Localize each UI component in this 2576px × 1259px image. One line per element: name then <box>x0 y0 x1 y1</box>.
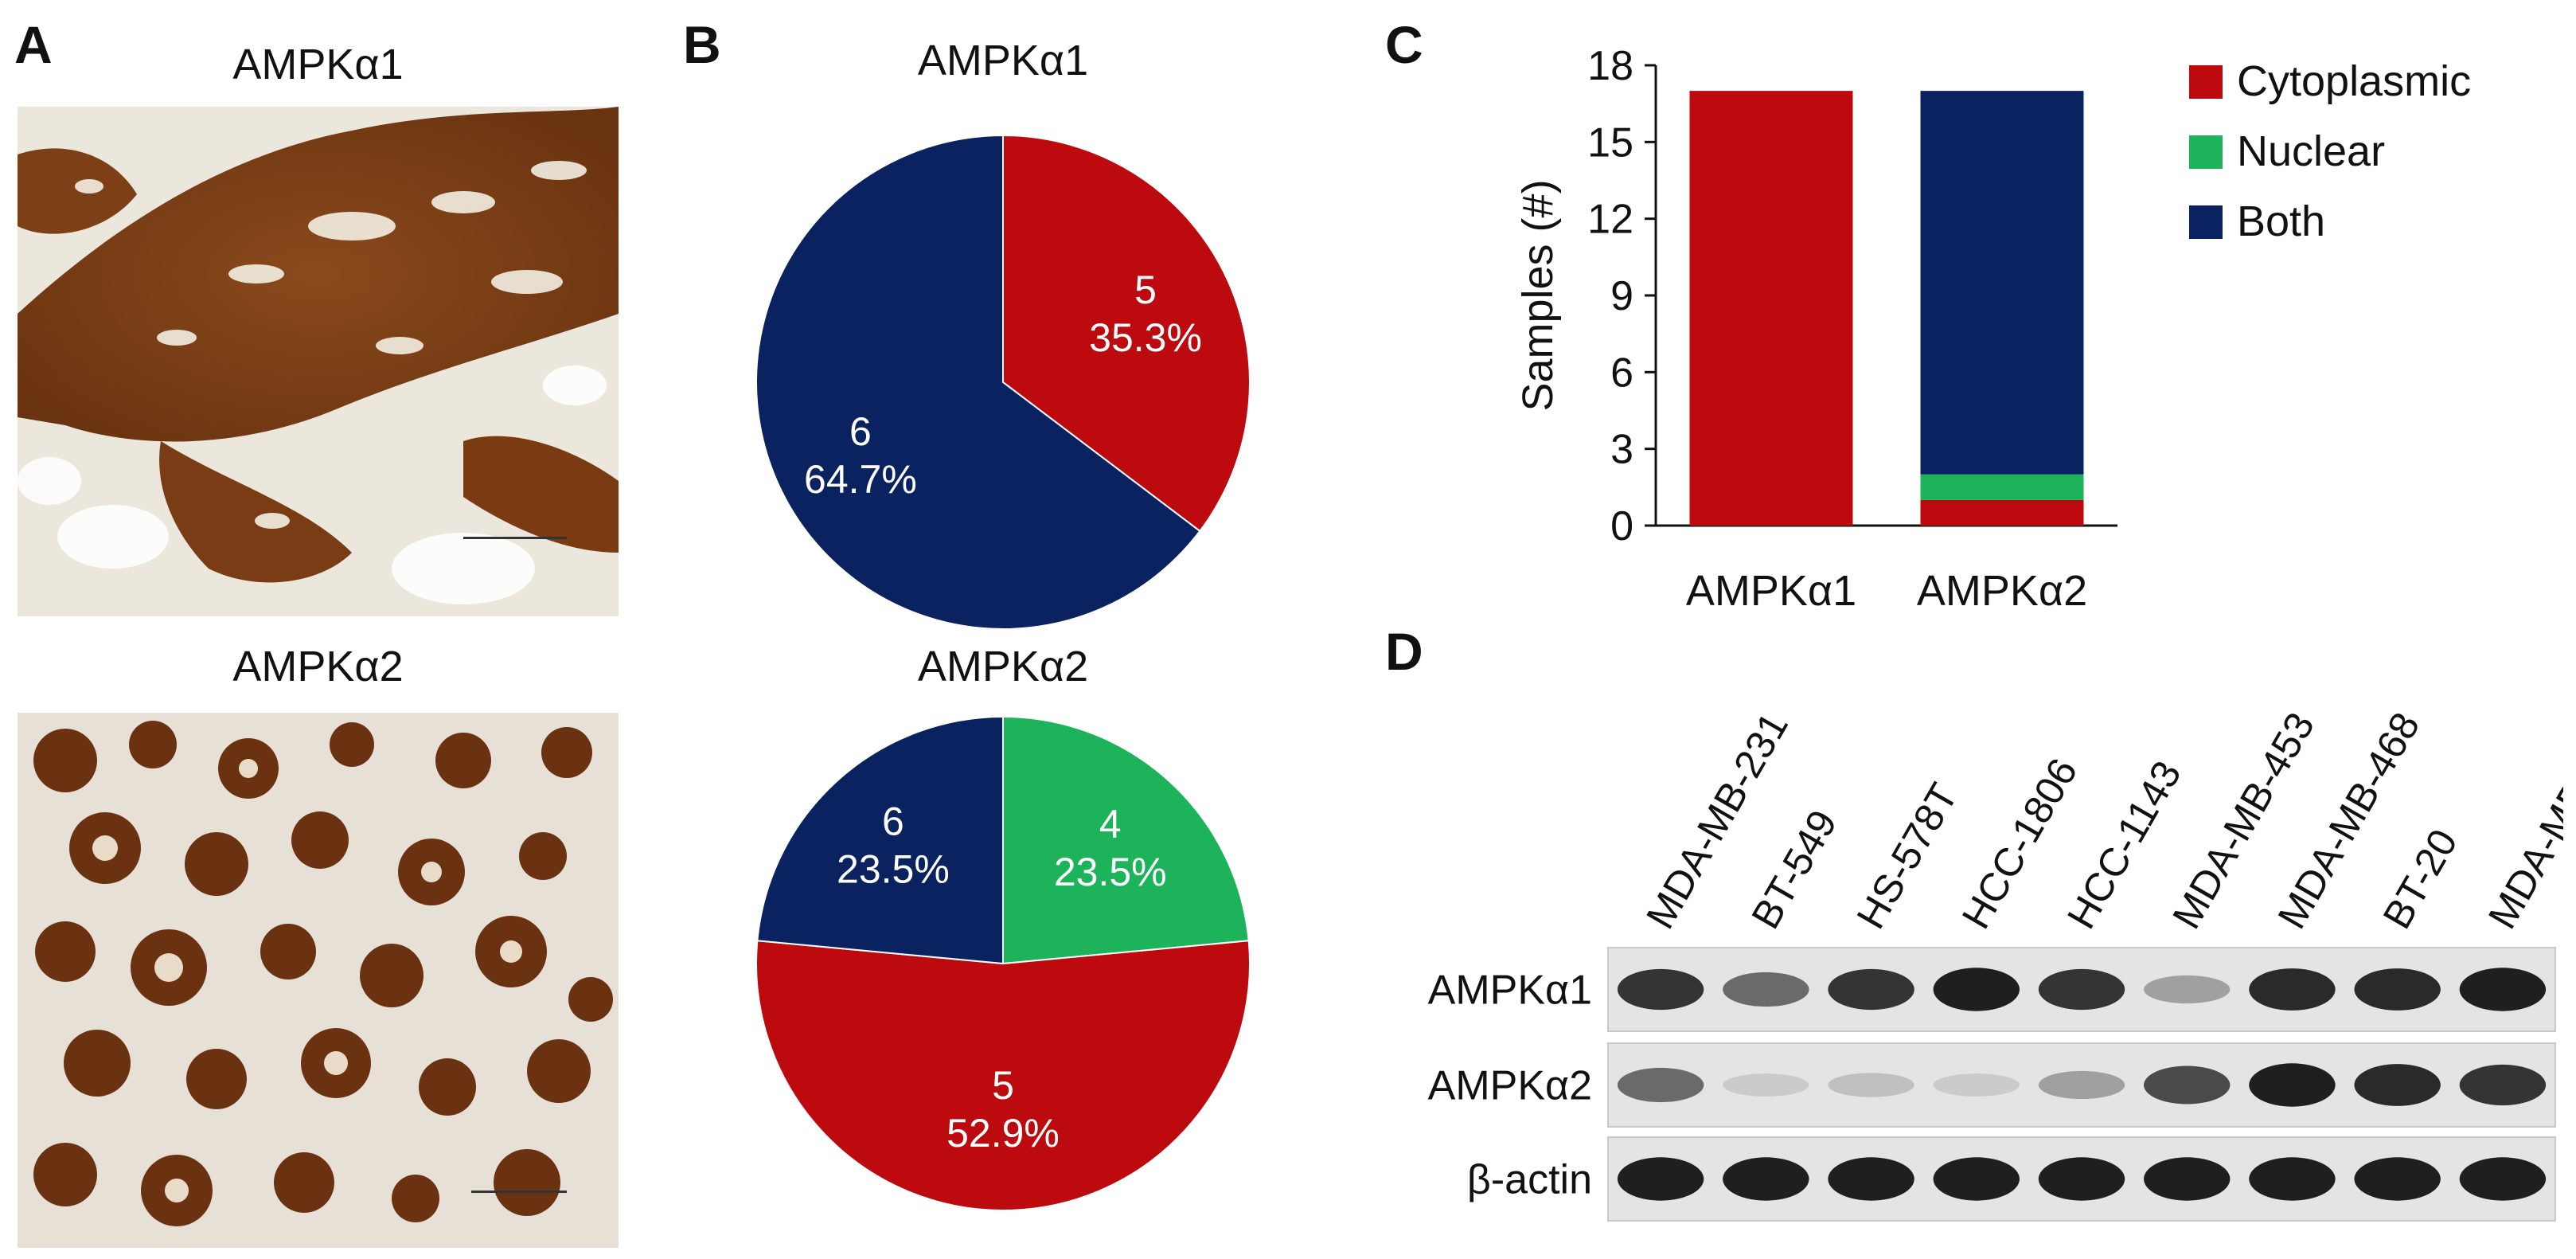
bar-segment <box>1689 91 1853 526</box>
pie-slice <box>756 715 1004 965</box>
blot-band <box>1617 1157 1704 1201</box>
blot-band <box>1723 972 1809 1007</box>
bar-segment <box>1920 499 2084 526</box>
y-tick-label: 6 <box>1610 350 1633 396</box>
panel-b-letter: B <box>683 15 721 74</box>
blot-band <box>2354 968 2441 1011</box>
y-tick-label: 18 <box>1587 43 1633 89</box>
pie-slice <box>755 940 1251 1211</box>
blot-band <box>2354 1157 2441 1201</box>
pie-slice <box>1002 134 1251 533</box>
legend-swatch <box>2189 205 2223 239</box>
pie-title-ampk-a1: AMPKα1 <box>917 37 1089 84</box>
blot-band <box>1723 1157 1809 1201</box>
histology-title-ampk-a2: AMPKα2 <box>232 643 404 690</box>
blot-band <box>2144 975 2231 1004</box>
blot-band <box>2249 1063 2336 1107</box>
pie-slice-percent-label: 64.7% <box>804 457 917 502</box>
histology-image-ampk-a1 <box>18 107 619 616</box>
legend-swatch <box>2189 65 2223 99</box>
cell-line-label: BT-20 <box>2375 822 2466 936</box>
blot-band <box>1828 1073 1914 1097</box>
blot-band <box>2038 1157 2125 1201</box>
y-tick-label: 9 <box>1610 273 1633 319</box>
y-tick-label: 0 <box>1610 503 1633 549</box>
cell-line-label: MDA-MB-175 <box>2480 705 2563 936</box>
pie-chart-ampk-a1: 535.3% 664.7% <box>755 134 1251 630</box>
blot-band <box>1933 1073 2020 1097</box>
histology-title-ampk-a1: AMPKα1 <box>232 41 404 88</box>
histology-image-ampk-a2 <box>18 713 619 1248</box>
panel-a-letter: A <box>14 15 53 74</box>
pie-slice-percent-label: 23.5% <box>1054 850 1167 894</box>
blot-band <box>2038 968 2125 1011</box>
y-tick-label: 3 <box>1610 427 1633 473</box>
pie-title-ampk-a2: AMPKα2 <box>917 643 1089 690</box>
blot-band <box>2459 968 2547 1011</box>
legend-label: Both <box>2237 197 2325 245</box>
pie-slice-count-label: 4 <box>1099 802 1122 847</box>
blot-row-label: AMPKα2 <box>1428 1063 1592 1109</box>
blot-band <box>2038 1070 2125 1100</box>
stacked-bar-chart: 0 3 6 9 12 15 18 Samples (#) AMPKα1 AMPKα2 Cytopla… <box>1514 43 2471 615</box>
pie-slice-percent-label: 23.5% <box>837 847 950 891</box>
blot-band <box>2144 1157 2231 1201</box>
cell-line-label: BT-549 <box>1743 803 1845 936</box>
blot-band <box>1828 968 1914 1011</box>
y-tick-label: 12 <box>1587 197 1633 243</box>
y-tick-label: 15 <box>1587 119 1633 166</box>
blot-band <box>1933 1157 2020 1201</box>
blot-band <box>1617 1067 1704 1103</box>
blot-row-label: AMPKα1 <box>1428 968 1592 1014</box>
blot-band <box>2249 1157 2336 1201</box>
pie-slice-count-label: 6 <box>849 409 872 454</box>
blot-band <box>2249 968 2336 1011</box>
blot-band <box>2459 1064 2547 1106</box>
cell-line-label: HS-578T <box>1848 776 1967 936</box>
pie-slice-percent-label: 35.3% <box>1089 315 1202 360</box>
bar-segment <box>1920 474 2084 500</box>
pie-chart-ampk-a2: 423.5%552.9%623.5% <box>755 715 1251 1211</box>
x-tick-label: AMPKα2 <box>1917 567 2087 615</box>
pie-slice-count-label: 5 <box>1134 268 1157 312</box>
legend-label: Cytoplasmic <box>2237 57 2471 105</box>
panel-d-letter: D <box>1385 622 1423 681</box>
legend-label: Nuclear <box>2237 127 2385 175</box>
blot-band <box>1933 968 2020 1011</box>
pie-slice-percent-label: 52.9% <box>946 1111 1060 1155</box>
panel-c-letter: C <box>1385 15 1423 74</box>
blot-band <box>1828 1157 1914 1201</box>
blot-band <box>2144 1065 2231 1105</box>
blot-band <box>1723 1073 1809 1097</box>
bar-segment <box>1920 91 2084 475</box>
blot-band <box>1617 968 1704 1011</box>
blot-band <box>2354 1064 2441 1106</box>
pie-slice-count-label: 6 <box>882 799 904 843</box>
x-tick-label: AMPKα1 <box>1686 567 1856 615</box>
y-axis-label: Samples (#) <box>1514 179 1562 411</box>
legend-swatch <box>2189 135 2223 169</box>
pie-slice <box>755 134 1201 630</box>
blot-row-label: β-actin <box>1467 1157 1592 1203</box>
blot-band <box>2459 1157 2547 1201</box>
pie-slice <box>1002 715 1250 965</box>
pie-slice-count-label: 5 <box>992 1063 1014 1108</box>
